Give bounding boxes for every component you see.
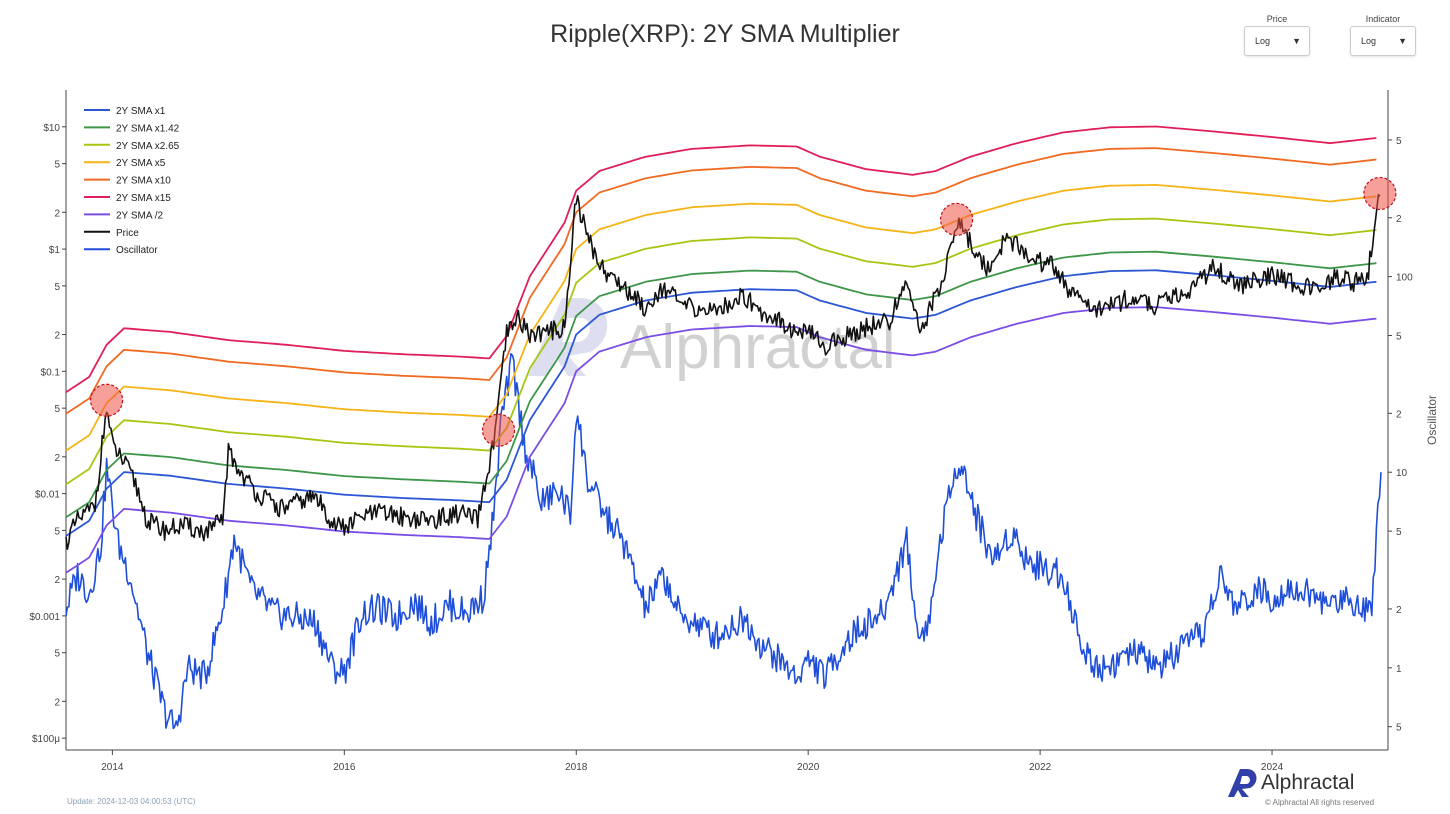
brand-logo-icon bbox=[1228, 769, 1257, 797]
y-left-tick-label: $10 bbox=[43, 123, 60, 134]
series-line-2y-sma-x15 bbox=[65, 125, 1377, 393]
y-left-tick-label: 5 bbox=[54, 160, 60, 171]
series-line-2y-sma-x10 bbox=[65, 147, 1377, 415]
y-right-tick-label: 2 bbox=[1396, 214, 1402, 225]
y-right-tick-label: 10 bbox=[1396, 468, 1408, 479]
highlight-marker bbox=[1363, 176, 1397, 211]
y-right-tick-label: 2 bbox=[1396, 409, 1402, 420]
legend-label: 2Y SMA x1 bbox=[116, 106, 166, 117]
y-left-tick-label: 2 bbox=[54, 331, 60, 342]
indicator-scale-select[interactable]: Log ▼ bbox=[1350, 26, 1416, 56]
x-tick-label: 2020 bbox=[797, 762, 820, 773]
plot-axes bbox=[65, 90, 1389, 751]
y-right-tick-label: 5 bbox=[1396, 332, 1402, 343]
y-right-tick-label: 5 bbox=[1396, 136, 1402, 147]
series-line-2y-sma-x5 bbox=[65, 184, 1377, 452]
highlight-marker bbox=[89, 383, 124, 417]
brand-name: Alphractal bbox=[1261, 771, 1355, 794]
y-axis-right: 5 2 100 5 2 10 5 2 1 5 bbox=[1388, 136, 1413, 734]
y-right-tick-label: 5 bbox=[1396, 527, 1402, 538]
legend-label: 2Y SMA x10 bbox=[116, 176, 171, 187]
watermark-text: Alphractal bbox=[620, 313, 896, 382]
highlight-marker bbox=[481, 413, 516, 447]
legend: 2Y SMA x1 2Y SMA x1.42 2Y SMA x2.65 2Y SMA … bbox=[84, 106, 180, 256]
y-axis-right-label: Oscillator bbox=[1425, 395, 1439, 445]
caret-down-icon: ▼ bbox=[1292, 36, 1301, 46]
series-line-2y-sma-x1 bbox=[65, 269, 1377, 537]
indicator-scale-label: Indicator bbox=[1365, 14, 1401, 24]
price-scale-select[interactable]: Log ▼ bbox=[1244, 26, 1310, 56]
y-left-tick-label: $1 bbox=[49, 245, 61, 256]
highlight-layer bbox=[89, 176, 1397, 447]
price-scale-control: Price Log ▼ bbox=[1244, 14, 1310, 56]
legend-label: 2Y SMA x5 bbox=[116, 158, 166, 169]
legend-label: 2Y SMA x2.65 bbox=[116, 141, 180, 152]
brand-logo: Alphractal bbox=[1228, 769, 1354, 797]
indicator-scale-value: Log bbox=[1361, 36, 1377, 46]
legend-label: 2Y SMA x1.42 bbox=[116, 123, 180, 134]
series-layer bbox=[65, 125, 1382, 730]
price-scale-label: Price bbox=[1266, 14, 1288, 24]
x-tick-label: 2014 bbox=[101, 762, 124, 773]
legend-label: Oscillator bbox=[116, 245, 158, 256]
price-scale-value: Log bbox=[1255, 36, 1271, 46]
copyright-text: © Alphractal All rights reserved bbox=[1265, 798, 1375, 807]
x-tick-label: 2016 bbox=[333, 762, 356, 773]
y-right-tick-label: 2 bbox=[1396, 605, 1402, 616]
series-line-2y-sma-x2-65 bbox=[65, 217, 1377, 486]
series-line-2y-sma-2 bbox=[65, 306, 1377, 574]
y-left-tick-label: 2 bbox=[54, 208, 60, 219]
y-right-tick-label: 5 bbox=[1396, 723, 1402, 734]
y-left-tick-label: $0.001 bbox=[29, 612, 60, 623]
highlight-marker bbox=[940, 202, 974, 236]
y-axis-left: $10 5 2 $1 5 2 $0.1 5 2 $0.01 5 2 $0.001 5 2 $100μ bbox=[29, 123, 66, 745]
legend-label: 2Y SMA x15 bbox=[116, 193, 171, 204]
x-tick-label: 2022 bbox=[1029, 762, 1052, 773]
y-left-tick-label: 2 bbox=[54, 575, 60, 586]
series-line-2y-sma-x1-42 bbox=[65, 250, 1377, 519]
series-line-price bbox=[65, 193, 1381, 550]
y-left-tick-label: $100μ bbox=[32, 734, 60, 745]
update-timestamp: Update: 2024-12-03 04:00:53 (UTC) bbox=[67, 797, 196, 806]
x-tick-label: 2024 bbox=[1261, 762, 1284, 773]
y-left-tick-label: 2 bbox=[54, 453, 60, 464]
legend-label: Price bbox=[116, 228, 139, 239]
x-tick-label: 2018 bbox=[565, 762, 588, 773]
legend-label: 2Y SMA /2 bbox=[116, 210, 164, 221]
y-right-tick-label: 100 bbox=[1396, 273, 1413, 284]
series-line-oscillator bbox=[65, 353, 1382, 730]
y-left-tick-label: $0.1 bbox=[41, 367, 61, 378]
y-left-tick-label: $0.01 bbox=[35, 490, 60, 501]
y-left-tick-label: 5 bbox=[54, 649, 60, 660]
y-left-tick-label: 5 bbox=[54, 282, 60, 293]
y-right-tick-label: 1 bbox=[1396, 664, 1402, 675]
y-left-tick-label: 5 bbox=[54, 526, 60, 537]
caret-down-icon: ▼ bbox=[1398, 36, 1407, 46]
x-axis: 2014 2016 2018 2020 2022 2024 bbox=[101, 750, 1284, 773]
chart-title: Ripple(XRP): 2Y SMA Multiplier bbox=[550, 20, 900, 48]
y-left-tick-label: 5 bbox=[54, 404, 60, 415]
y-left-tick-label: 2 bbox=[54, 697, 60, 708]
indicator-scale-control: Indicator Log ▼ bbox=[1350, 14, 1416, 56]
